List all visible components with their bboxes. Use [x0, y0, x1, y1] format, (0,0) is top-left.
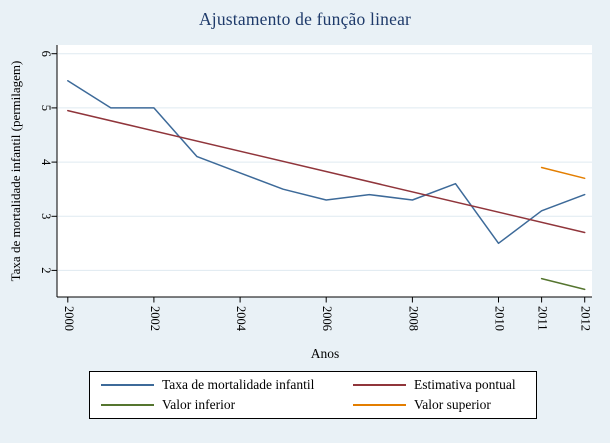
y-tick-label: 2 — [39, 267, 53, 273]
legend-item-superior: Valor superior — [353, 397, 536, 413]
x-tick-label: 2012 — [579, 306, 593, 331]
y-axis-title: Taxa de mortalidade infantil (permilagem… — [8, 60, 23, 282]
x-tick-label: 2008 — [406, 306, 420, 331]
legend-swatch-superior — [353, 404, 406, 406]
legend-item-inferior: Valor inferior — [101, 397, 353, 413]
y-tick-label: 6 — [39, 51, 53, 57]
x-tick-label: 2006 — [320, 306, 334, 331]
legend-swatch-taxa — [101, 384, 154, 386]
legend-item-label: Taxa de mortalidade infantil — [162, 377, 315, 392]
legend-item-label: Valor superior — [414, 397, 491, 412]
x-tick-label: 2004 — [234, 306, 248, 332]
series-line-3 — [540, 166, 586, 180]
legend-swatch-inferior — [101, 404, 154, 406]
y-tick-label: 3 — [39, 213, 53, 219]
chart-title: Ajustamento de função linear — [198, 9, 412, 29]
legend-item-label: Valor inferior — [162, 397, 236, 412]
legend-item-estimativa: Estimativa pontual — [353, 377, 536, 393]
series-line-1 — [67, 109, 586, 234]
series-line-0 — [67, 80, 586, 245]
legend-swatch-estimativa — [353, 384, 406, 386]
x-tick-label: 2000 — [62, 306, 76, 331]
x-axis-title: Anos — [310, 346, 340, 361]
y-tick-label: 5 — [39, 105, 53, 111]
x-tick-label: 2002 — [148, 306, 162, 331]
x-tick-label: 2010 — [493, 306, 507, 331]
x-tick-label: 2011 — [536, 306, 550, 331]
series-line-2 — [540, 277, 586, 291]
legend-item-label: Estimativa pontual — [414, 377, 516, 392]
legend: Taxa de mortalidade infantil Estimativa … — [89, 371, 537, 419]
legend-item-taxa: Taxa de mortalidade infantil — [101, 377, 353, 393]
y-tick-label: 4 — [39, 159, 53, 166]
